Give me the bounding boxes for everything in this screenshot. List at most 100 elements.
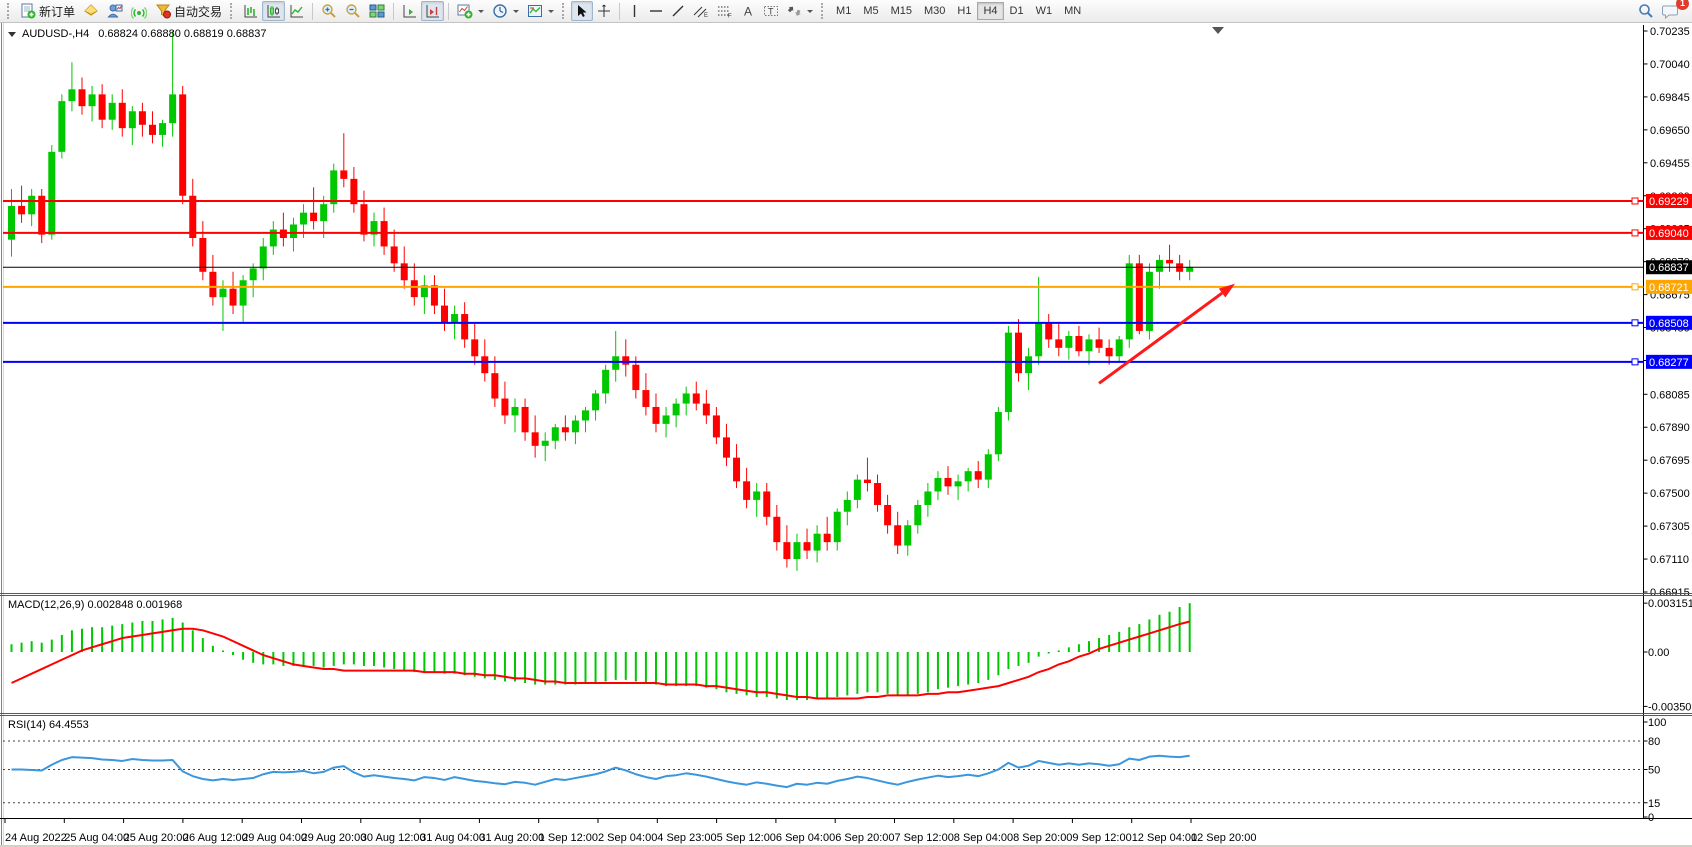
toolbar: 新订单 bbox=[0, 0, 1692, 23]
timeframe-mn-button[interactable]: MN bbox=[1058, 2, 1087, 20]
trendline-button[interactable] bbox=[667, 1, 689, 21]
svg-text:80: 80 bbox=[1648, 736, 1660, 748]
metaeditor-icon bbox=[84, 4, 98, 16]
symbol-timeframe: AUDUSD-,H4 bbox=[22, 28, 90, 40]
toolbar-separator bbox=[312, 2, 314, 20]
chevron-down-icon bbox=[807, 9, 814, 13]
svg-text:0.003151: 0.003151 bbox=[1648, 598, 1692, 610]
svg-text:0.70040: 0.70040 bbox=[1650, 59, 1690, 71]
toolbar-separator bbox=[393, 2, 395, 20]
zoom-in-icon bbox=[322, 4, 336, 18]
chart-shift-button[interactable] bbox=[421, 1, 445, 21]
text-label-icon: T bbox=[764, 6, 779, 17]
timeframe-h4-button[interactable]: H4 bbox=[977, 2, 1004, 20]
strategy-tester-button[interactable] bbox=[103, 1, 127, 21]
svg-text:0.69845: 0.69845 bbox=[1650, 92, 1690, 104]
toolbar-drag-handle[interactable] bbox=[230, 3, 235, 19]
horizontal-line-button[interactable] bbox=[645, 1, 667, 21]
tile-windows-icon bbox=[369, 4, 385, 18]
cursor-button[interactable] bbox=[571, 1, 594, 21]
svg-text:-0.003509: -0.003509 bbox=[1648, 701, 1692, 713]
horizontal-line-icon bbox=[650, 10, 663, 12]
svg-text:1 Sep 12:00: 1 Sep 12:00 bbox=[539, 832, 598, 844]
svg-text:0.70235: 0.70235 bbox=[1650, 26, 1690, 38]
arrow-objects-button[interactable] bbox=[783, 1, 817, 21]
chart-shift-marker[interactable] bbox=[1212, 27, 1224, 34]
macd-panel: 0.003151 0.00 -0.003509 bbox=[10, 598, 1692, 713]
candlestick-chart-icon bbox=[267, 4, 281, 17]
channel-icon: E bbox=[693, 6, 708, 18]
timeframe-m30-button[interactable]: M30 bbox=[918, 2, 951, 20]
svg-text:E: E bbox=[704, 13, 708, 18]
timeframe-w1-button[interactable]: W1 bbox=[1030, 2, 1059, 20]
svg-text:6 Sep 04:00: 6 Sep 04:00 bbox=[776, 832, 835, 844]
bar-chart-icon bbox=[244, 4, 258, 17]
search-button[interactable] bbox=[1634, 1, 1658, 21]
svg-text:30 Aug 12:00: 30 Aug 12:00 bbox=[361, 832, 426, 844]
timeframe-m5-button[interactable]: M5 bbox=[857, 2, 884, 20]
svg-text:0.69229: 0.69229 bbox=[1649, 196, 1689, 208]
timeframe-m1-button[interactable]: M1 bbox=[830, 2, 857, 20]
ohlc-values: 0.68824 0.68880 0.68819 0.68837 bbox=[98, 28, 267, 40]
fibonacci-icon: F bbox=[718, 6, 732, 19]
svg-text:0.68721: 0.68721 bbox=[1649, 282, 1689, 294]
arrow-objects-icon bbox=[787, 6, 801, 16]
auto-trading-button[interactable]: 自动交易 bbox=[151, 1, 226, 21]
chevron-down-icon bbox=[8, 32, 16, 37]
zoom-out-button[interactable] bbox=[341, 1, 365, 21]
svg-text:F: F bbox=[728, 14, 732, 19]
metaeditor-button[interactable] bbox=[79, 1, 103, 21]
cursor-icon bbox=[578, 5, 587, 17]
svg-text:0.67110: 0.67110 bbox=[1650, 554, 1689, 566]
channel-button[interactable]: E bbox=[689, 1, 713, 21]
text-button[interactable]: A bbox=[737, 1, 759, 21]
new-order-button[interactable]: 新订单 bbox=[16, 1, 79, 21]
svg-text:A: A bbox=[744, 5, 752, 19]
timeframe-d1-button[interactable]: D1 bbox=[1004, 2, 1030, 20]
svg-text:8 Sep 04:00: 8 Sep 04:00 bbox=[954, 832, 1013, 844]
line-chart-button[interactable] bbox=[285, 1, 308, 21]
svg-text:6 Sep 20:00: 6 Sep 20:00 bbox=[835, 832, 894, 844]
timeframe-m15-button[interactable]: M15 bbox=[885, 2, 918, 20]
fibonacci-button[interactable]: F bbox=[713, 1, 737, 21]
horizontal-lines-layer[interactable]: 0.69229 0.69040 0.68837 0.68721 0.68508 0.682… bbox=[3, 193, 1692, 369]
toolbar-drag-handle[interactable] bbox=[562, 3, 567, 19]
text-label-button[interactable]: T bbox=[759, 1, 783, 21]
indicators-button[interactable] bbox=[453, 1, 488, 21]
toolbar-drag-handle[interactable] bbox=[821, 3, 826, 19]
chat-button[interactable]: 1 bbox=[1658, 0, 1689, 21]
svg-text:7 Sep 12:00: 7 Sep 12:00 bbox=[895, 832, 954, 844]
templates-button[interactable] bbox=[523, 1, 558, 21]
auto-scroll-button[interactable] bbox=[398, 1, 421, 21]
macd-indicator-title: MACD(12,26,9) 0.002848 0.001968 bbox=[8, 599, 183, 611]
periods-icon bbox=[493, 4, 507, 18]
periods-button[interactable] bbox=[488, 1, 523, 21]
signals-button[interactable] bbox=[127, 1, 151, 21]
auto-scroll-icon bbox=[403, 4, 417, 17]
trend-arrow-annotation[interactable] bbox=[1098, 283, 1236, 385]
signals-icon bbox=[131, 7, 148, 19]
svg-text:0.69455: 0.69455 bbox=[1650, 158, 1690, 170]
zoom-in-button[interactable] bbox=[317, 1, 341, 21]
svg-text:100: 100 bbox=[1648, 717, 1666, 729]
svg-text:0.68508: 0.68508 bbox=[1649, 318, 1689, 330]
svg-text:T: T bbox=[768, 7, 774, 17]
indicators-icon bbox=[457, 4, 473, 19]
svg-text:25 Aug 04:00: 25 Aug 04:00 bbox=[64, 832, 129, 844]
bar-chart-button[interactable] bbox=[239, 1, 262, 21]
vertical-line-button[interactable] bbox=[624, 1, 645, 21]
tile-windows-button[interactable] bbox=[365, 1, 389, 21]
rsi-indicator-title: RSI(14) 64.4553 bbox=[8, 719, 89, 731]
svg-text:29 Aug 04:00: 29 Aug 04:00 bbox=[242, 832, 307, 844]
macd-signal-line bbox=[11, 620, 1190, 700]
chart-symbol-title[interactable]: AUDUSD-,H4 0.68824 0.68880 0.68819 0.6883… bbox=[8, 28, 266, 40]
svg-text:31 Aug 20:00: 31 Aug 20:00 bbox=[479, 832, 544, 844]
toolbar-drag-handle[interactable] bbox=[7, 3, 12, 19]
svg-text:24 Aug 2022: 24 Aug 2022 bbox=[5, 832, 67, 844]
timeframe-h1-button[interactable]: H1 bbox=[951, 2, 977, 20]
chevron-down-icon bbox=[478, 9, 485, 13]
candlestick-chart-button[interactable] bbox=[262, 1, 286, 21]
line-chart-icon bbox=[290, 4, 304, 17]
crosshair-button[interactable] bbox=[593, 1, 615, 21]
